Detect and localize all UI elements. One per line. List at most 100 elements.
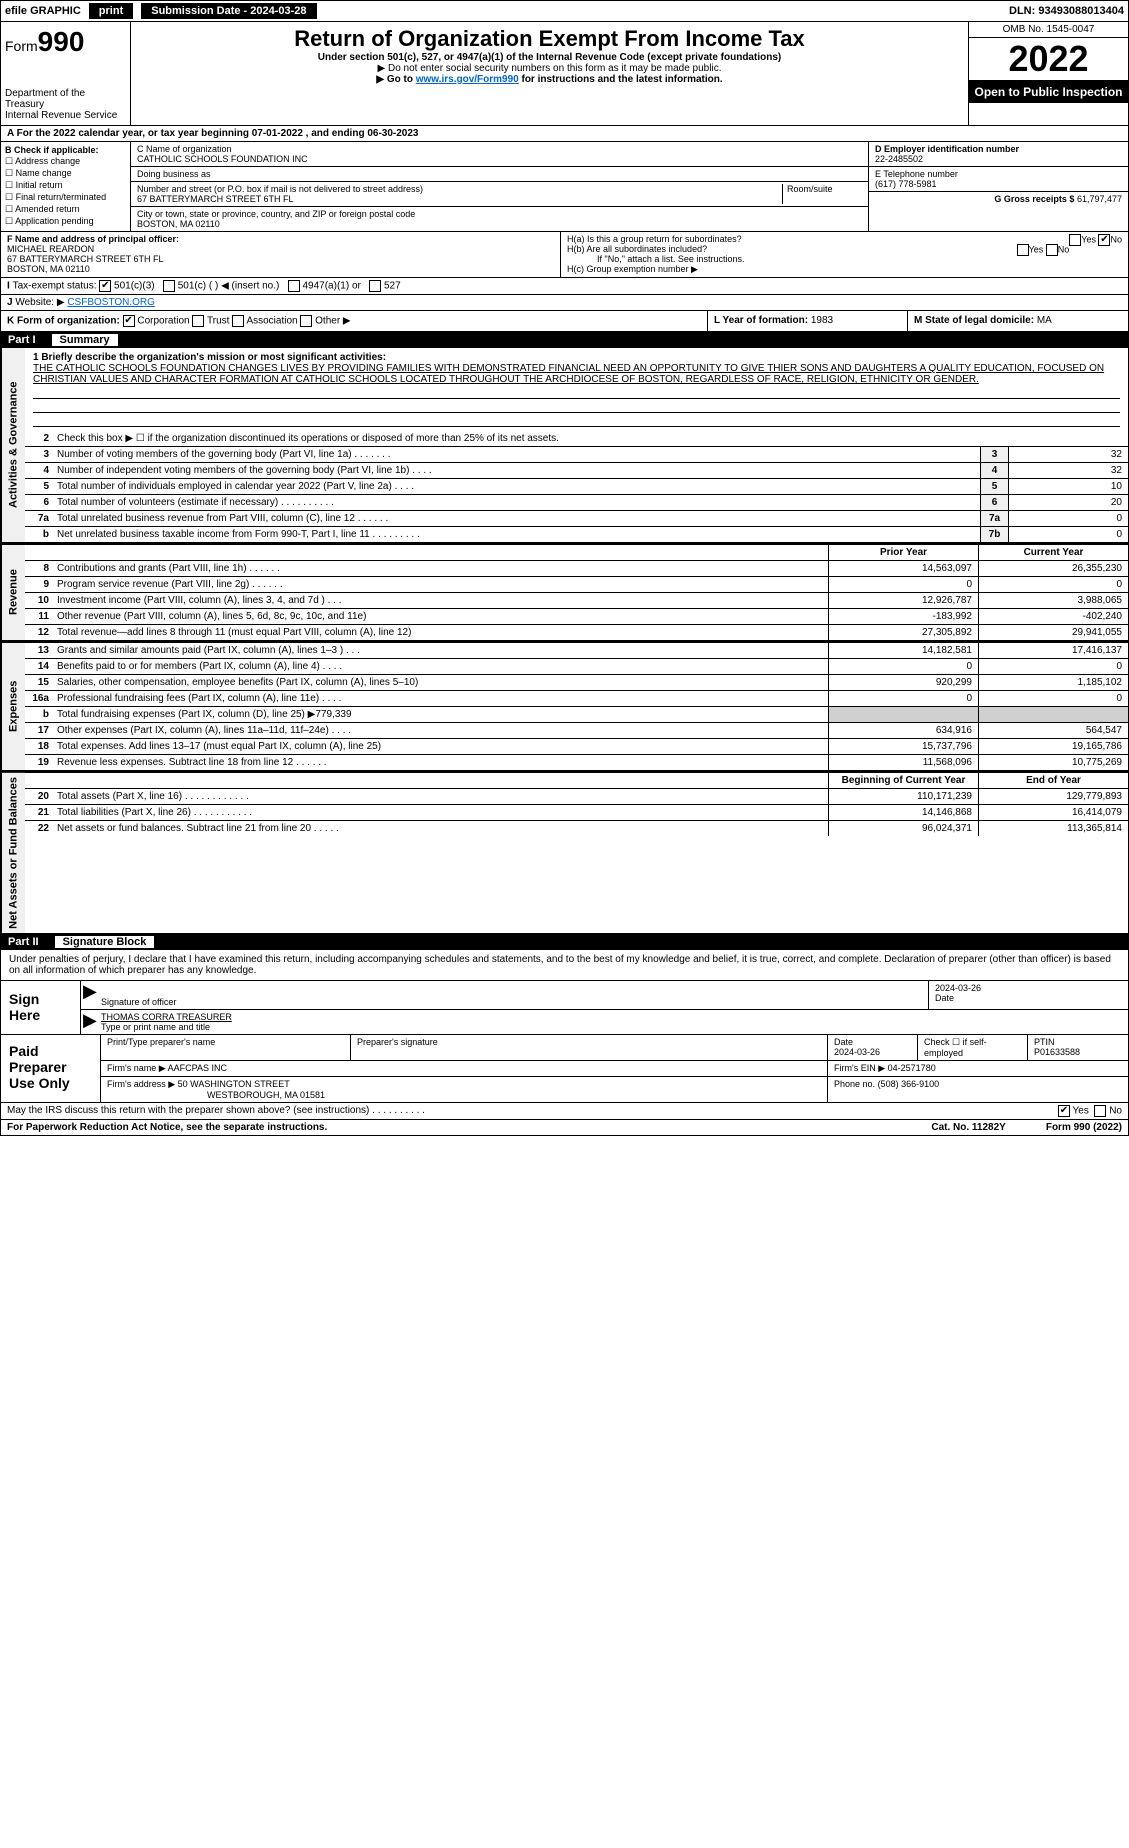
tab-activities-governance: Activities & Governance — [1, 348, 25, 542]
sig-officer-label: Signature of officer — [101, 997, 922, 1007]
current-val: 129,779,893 — [978, 789, 1128, 804]
line-box: 7b — [980, 527, 1008, 542]
line-desc: Contributions and grants (Part VIII, lin… — [53, 561, 828, 576]
print-name-label: Type or print name and title — [101, 1022, 1122, 1032]
signature-block: Under penalties of perjury, I declare th… — [0, 950, 1129, 1035]
current-val: 0 — [978, 691, 1128, 706]
line-desc: Other revenue (Part VIII, column (A), li… — [53, 609, 828, 624]
line-num: 17 — [25, 723, 53, 738]
hb-yes[interactable] — [1017, 244, 1029, 256]
line-desc: Professional fundraising fees (Part IX, … — [53, 691, 828, 706]
opt-4947: 4947(a)(1) or — [302, 281, 360, 292]
prep-sig-hdr: Preparer's signature — [351, 1035, 828, 1060]
sig-arrow1-icon: ▶ — [81, 981, 95, 1009]
table-row: 8 Contributions and grants (Part VIII, l… — [25, 561, 1128, 577]
dept-label: Department of the Treasury — [5, 88, 126, 110]
chk-name-change[interactable]: Name change — [5, 168, 126, 179]
current-val: 1,185,102 — [978, 675, 1128, 690]
prep-selfemp-hdr: Check ☐ if self-employed — [918, 1035, 1028, 1060]
tab-expenses: Expenses — [1, 643, 25, 770]
secj-label: Website: ▶ — [15, 297, 64, 308]
print-button[interactable]: print — [89, 3, 133, 19]
part1-title: Summary — [52, 334, 118, 346]
line-num: 4 — [25, 463, 53, 478]
section-c: C Name of organization CATHOLIC SCHOOLS … — [131, 142, 868, 231]
form-label: Form — [5, 38, 38, 54]
state-domicile: MA — [1037, 315, 1052, 326]
addr-label: Number and street (or P.O. box if mail i… — [137, 184, 782, 194]
line-num: 21 — [25, 805, 53, 820]
line-desc: Total unrelated business revenue from Pa… — [53, 511, 980, 526]
table-row: 16a Professional fundraising fees (Part … — [25, 691, 1128, 707]
chk-501c[interactable] — [163, 280, 175, 292]
line-num: 13 — [25, 643, 53, 658]
firm-addr-label: Firm's address ▶ — [107, 1079, 175, 1089]
header-left: Form990 Department of the Treasury Inter… — [1, 22, 131, 125]
chk-amended-return[interactable]: Amended return — [5, 204, 126, 215]
prior-val: 634,916 — [828, 723, 978, 738]
line-num: 6 — [25, 495, 53, 510]
chk-trust[interactable] — [192, 315, 204, 327]
table-row: 10 Investment income (Part VIII, column … — [25, 593, 1128, 609]
ha-yes[interactable] — [1069, 234, 1081, 246]
part2-num: Part II — [8, 936, 51, 948]
prior-val: 14,563,097 — [828, 561, 978, 576]
sec-a: A — [7, 128, 14, 139]
line-val: 32 — [1008, 463, 1128, 478]
officer-addr1: 67 BATTERYMARCH STREET 6TH FL — [7, 254, 554, 264]
line-desc: Total revenue—add lines 8 through 11 (mu… — [53, 625, 828, 640]
ha-no[interactable] — [1098, 234, 1110, 246]
chk-corporation[interactable] — [123, 315, 135, 327]
prior-val — [828, 707, 978, 722]
chk-other[interactable] — [300, 315, 312, 327]
prior-val: 920,299 — [828, 675, 978, 690]
omb-number: OMB No. 1545-0047 — [969, 22, 1128, 38]
irs-link[interactable]: www.irs.gov/Form990 — [416, 74, 519, 85]
chk-4947[interactable] — [288, 280, 300, 292]
prior-val: 12,926,787 — [828, 593, 978, 608]
secf-label: F Name and address of principal officer: — [7, 234, 554, 244]
gov-line: 7a Total unrelated business revenue from… — [25, 511, 1128, 527]
prior-val: 96,024,371 — [828, 821, 978, 836]
secm-label: M State of legal domicile: — [914, 315, 1034, 326]
chk-527[interactable] — [369, 280, 381, 292]
chk-application-pending[interactable]: Application pending — [5, 216, 126, 227]
section-deg: D Employer identification number 22-2485… — [868, 142, 1128, 231]
current-val: 0 — [978, 577, 1128, 592]
chk-501c3[interactable] — [99, 280, 111, 292]
table-row: 20 Total assets (Part X, line 16) . . . … — [25, 789, 1128, 805]
city-label: City or town, state or province, country… — [137, 209, 862, 219]
prior-val: 11,568,096 — [828, 755, 978, 770]
hb-no[interactable] — [1046, 244, 1058, 256]
form-header: Form990 Department of the Treasury Inter… — [0, 22, 1129, 126]
line-num: 2 — [25, 431, 53, 446]
begin-year-label: Beginning of Current Year — [828, 773, 978, 788]
form-number: 990 — [38, 26, 85, 57]
line-num: 14 — [25, 659, 53, 674]
firm-name-label: Firm's name ▶ — [107, 1063, 166, 1073]
submission-date-button[interactable]: Submission Date - 2024-03-28 — [141, 3, 316, 19]
expenses-section: Expenses 13 Grants and similar amounts p… — [0, 641, 1129, 771]
chk-association[interactable] — [232, 315, 244, 327]
line-box: 4 — [980, 463, 1008, 478]
line-num: 3 — [25, 447, 53, 462]
form-title: Return of Organization Exempt From Incom… — [139, 26, 960, 52]
line-num: 9 — [25, 577, 53, 592]
current-val: 0 — [978, 659, 1128, 674]
may-no[interactable] — [1094, 1105, 1106, 1117]
line-box: 7a — [980, 511, 1008, 526]
firm-addr-row: Firm's address ▶ 50 WASHINGTON STREETWES… — [101, 1077, 1128, 1102]
tab-revenue: Revenue — [1, 545, 25, 640]
website-link[interactable]: CSFBOSTON.ORG — [67, 297, 155, 308]
chk-address-change[interactable]: Address change — [5, 156, 126, 167]
opt-501c3: 501(c)(3) — [114, 281, 155, 292]
line-desc: Total fundraising expenses (Part IX, col… — [53, 707, 828, 722]
org-address: 67 BATTERYMARCH STREET 6TH FL — [137, 194, 782, 204]
prior-val: 27,305,892 — [828, 625, 978, 640]
section-bcdeg: B Check if applicable: Address change Na… — [0, 142, 1129, 232]
chk-initial-return[interactable]: Initial return — [5, 180, 126, 191]
irs-label: Internal Revenue Service — [5, 110, 126, 121]
chk-final-return[interactable]: Final return/terminated — [5, 192, 126, 203]
prep-name-hdr: Print/Type preparer's name — [101, 1035, 351, 1060]
may-yes[interactable] — [1058, 1105, 1070, 1117]
